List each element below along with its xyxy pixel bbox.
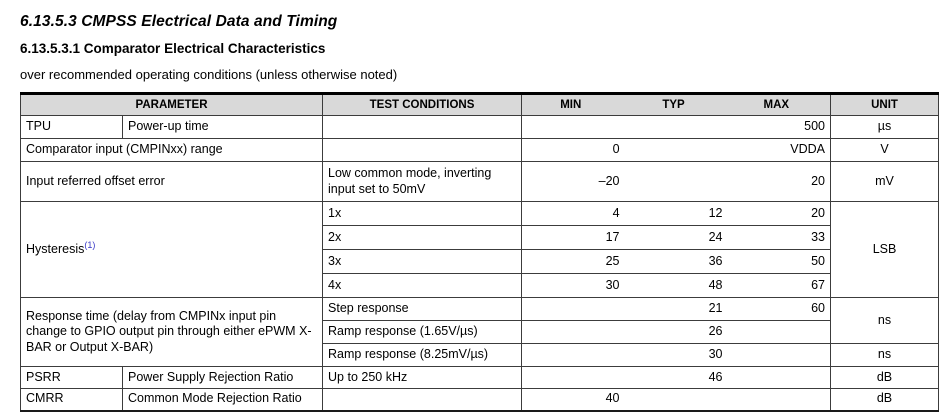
test-condition-cell (322, 388, 523, 411)
typ-cell: 30 (624, 343, 728, 367)
param-name-cell: Power Supply Rejection Ratio (121, 366, 324, 389)
test-condition-cell (322, 115, 523, 139)
col-header-unit: UNIT (830, 93, 940, 116)
unit-cell: V (830, 138, 940, 162)
test-condition-cell: Up to 250 kHz (322, 366, 523, 389)
col-header-min: MIN (521, 93, 625, 116)
unit-cell: dB (830, 366, 940, 389)
typ-cell (624, 115, 728, 139)
typ-cell: 46 (624, 366, 728, 389)
typ-cell (624, 161, 728, 202)
max-cell: 67 (727, 273, 832, 298)
min-cell (521, 297, 625, 321)
col-header-test-conditions: TEST CONDITIONS (322, 93, 523, 116)
table-row-response-step: Response time (delay from CMPINx input p… (19, 297, 940, 367)
table-row-response-ramp-slow: Ramp response (8.25mV/µs) 30 ns (21, 343, 940, 367)
typ-cell: 26 (624, 320, 728, 344)
max-cell: VDDA (727, 138, 832, 162)
test-condition-cell: Low common mode, inverting input set to … (322, 161, 523, 202)
table-row-hysteresis-2x: 2x 17 24 33 (21, 225, 939, 250)
unit-cell: ns (830, 343, 940, 367)
test-condition-cell: Ramp response (1.65V/µs) (322, 320, 523, 344)
test-condition-cell: Step response (322, 297, 523, 321)
typ-cell (624, 138, 728, 162)
max-cell: 33 (727, 225, 832, 250)
param-name-cell: Response time (delay from CMPINx input p… (19, 297, 324, 367)
unit-cell: ns (830, 297, 940, 344)
param-symbol-cell: TPU (20, 115, 123, 139)
typ-cell: 21 (624, 297, 728, 321)
min-cell: 25 (521, 249, 625, 274)
unit-cell: dB (830, 388, 940, 411)
table-row-tpu: TPU Power-up time 500 µs (20, 115, 940, 139)
conditions-note: over recommended operating conditions (u… (20, 67, 398, 82)
typ-cell: 48 (624, 273, 728, 298)
min-cell: 4 (521, 201, 625, 226)
table-row-cmrr: CMRR Common Mode Rejection Ratio 40 dB (20, 388, 940, 411)
electrical-characteristics-table: PARAMETER TEST CONDITIONS MIN TYP MAX UN… (19, 92, 940, 412)
test-condition-cell: Ramp response (8.25mV/µs) (322, 343, 523, 367)
unit-cell: µs (830, 115, 940, 139)
param-name-cell: Comparator input (CMPINxx) range (19, 138, 324, 162)
param-symbol-cell: PSRR (20, 366, 123, 389)
hysteresis-label: Hysteresis (26, 242, 85, 257)
section-title: 6.13.5.3 CMPSS Electrical Data and Timin… (20, 13, 338, 30)
col-header-max: MAX (727, 93, 832, 116)
max-cell: 60 (727, 297, 832, 321)
min-cell (521, 115, 625, 139)
col-header-parameter: PARAMETER (19, 93, 324, 116)
table-row-hysteresis-1x: Hysteresis(1) 1x 4 12 20 LSB (19, 201, 940, 298)
param-name-cell: Input referred offset error (19, 161, 324, 202)
param-name-cell: Power-up time (121, 115, 324, 139)
min-cell: –20 (521, 161, 625, 202)
subsection-title: 6.13.5.3.1 Comparator Electrical Charact… (20, 41, 326, 56)
unit-cell: LSB (830, 201, 940, 298)
test-condition-cell: 3x (322, 249, 523, 274)
min-cell: 17 (521, 225, 625, 250)
max-cell (727, 343, 832, 367)
table-row-psrr: PSRR Power Supply Rejection Ratio Up to … (20, 366, 940, 389)
min-cell (521, 366, 625, 389)
test-condition-cell: 1x (322, 201, 523, 226)
typ-cell: 24 (624, 225, 728, 250)
test-condition-cell (322, 138, 523, 162)
test-condition-cell: 2x (322, 225, 523, 250)
table-row-offset-error: Input referred offset error Low common m… (19, 161, 940, 202)
typ-cell: 36 (624, 249, 728, 274)
test-condition-cell: 4x (322, 273, 523, 298)
min-cell (521, 343, 625, 367)
param-name-cell: Common Mode Rejection Ratio (121, 388, 324, 411)
typ-cell: 12 (624, 201, 728, 226)
min-cell: 0 (521, 138, 625, 162)
unit-cell: mV (830, 161, 940, 202)
max-cell: 50 (727, 249, 832, 274)
col-header-typ: TYP (624, 93, 728, 116)
table-header-row: PARAMETER TEST CONDITIONS MIN TYP MAX UN… (19, 93, 940, 116)
min-cell: 30 (521, 273, 625, 298)
min-cell (521, 320, 625, 344)
max-cell (727, 388, 832, 411)
footnote-link[interactable]: (1) (84, 240, 96, 251)
param-symbol-cell: CMRR (20, 388, 123, 411)
max-cell: 20 (727, 161, 832, 202)
max-cell (727, 320, 832, 344)
max-cell: 500 (727, 115, 832, 139)
table-row-cmpin-range: Comparator input (CMPINxx) range 0 VDDA … (19, 138, 940, 162)
typ-cell (624, 388, 728, 411)
min-cell: 40 (521, 388, 625, 411)
max-cell (727, 366, 832, 389)
max-cell: 20 (727, 201, 832, 226)
table-row-hysteresis-4x: 4x 30 48 67 (21, 273, 939, 298)
param-name-cell: Hysteresis(1) (19, 201, 324, 298)
table-row-hysteresis-3x: 3x 25 36 50 (21, 249, 939, 274)
